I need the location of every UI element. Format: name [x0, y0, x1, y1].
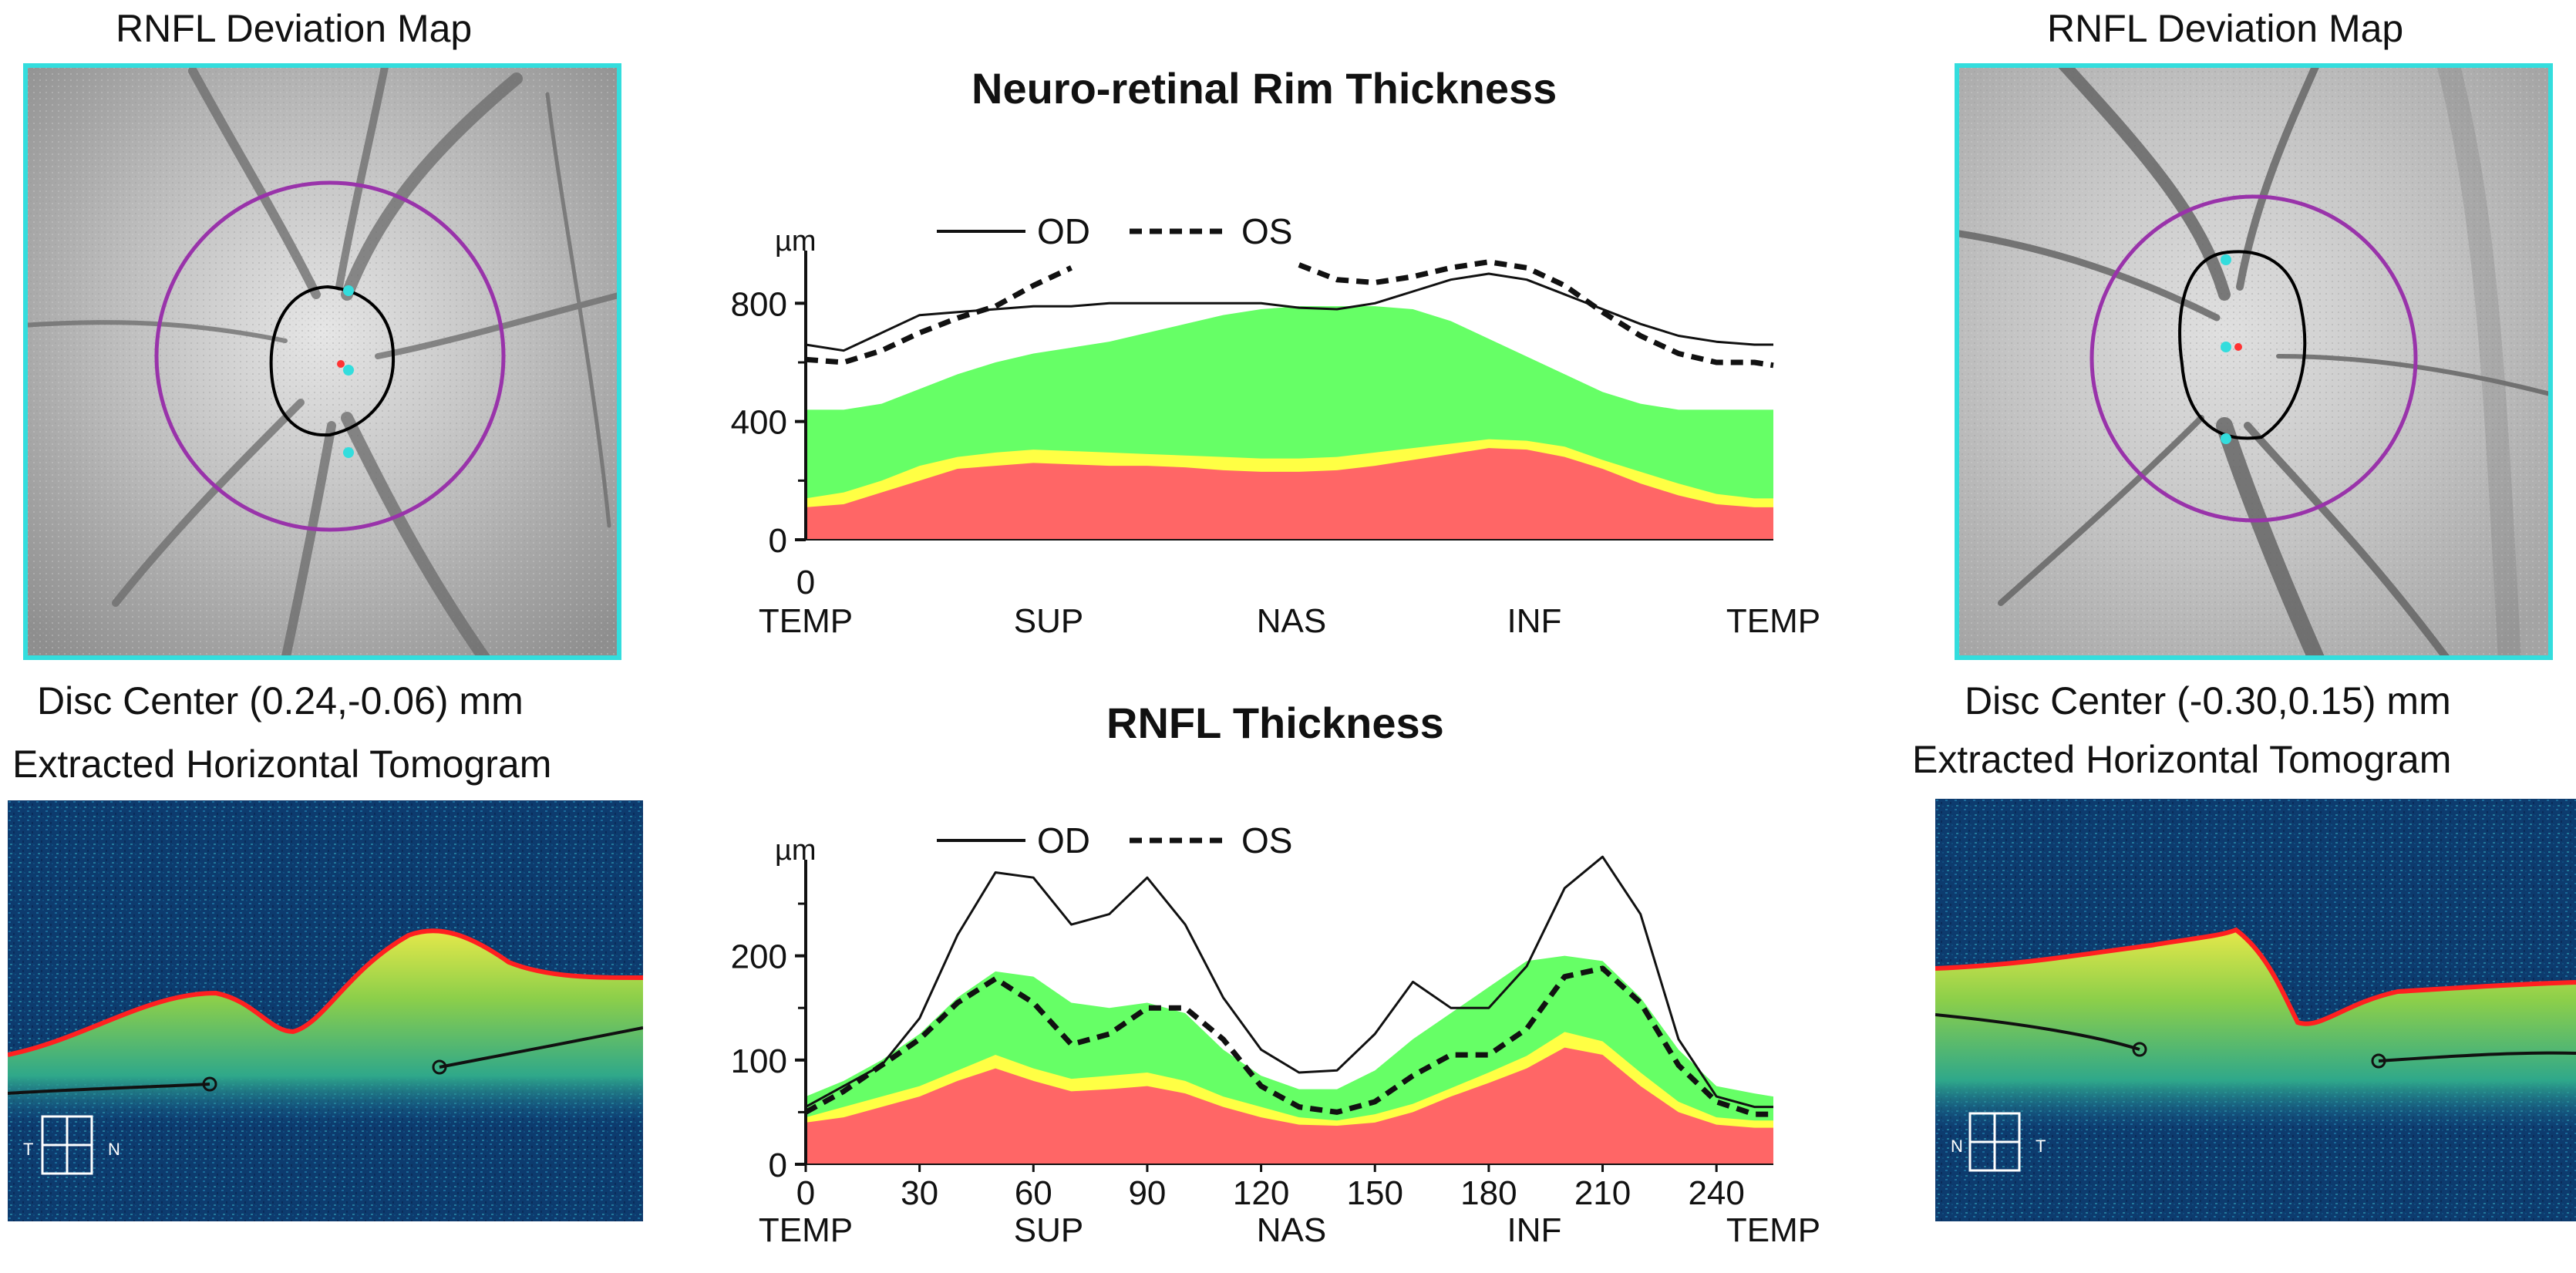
disc-marker-top [2221, 254, 2231, 265]
disc-marker-center [2221, 342, 2231, 352]
x-tick-label: 120 [1233, 1174, 1289, 1212]
orientation-box [41, 1115, 93, 1175]
sector-label: INF [1507, 602, 1561, 640]
x-tick-label: 30 [901, 1174, 938, 1212]
sector-label: TEMP [1726, 1211, 1820, 1249]
retinal-layers [1935, 930, 2576, 1130]
legend-od-label: OD [1037, 820, 1090, 860]
measurement-circle [154, 180, 506, 532]
ilm-boundary [1935, 927, 2576, 1026]
y-unit-label: µm [775, 225, 817, 258]
orientation-label-1: N [1951, 1137, 1963, 1156]
disc-marker-red [337, 360, 345, 368]
disc-marker-red [2234, 343, 2242, 351]
retinal-vessels [23, 63, 621, 660]
disc-marker-top [343, 285, 354, 296]
left-tomogram-title: Extracted Horizontal Tomogram [12, 743, 552, 786]
sector-label: SUP [1014, 1211, 1083, 1249]
y-tick-label: 0 [769, 1147, 787, 1184]
y-tick-label: 400 [731, 404, 787, 442]
series-line-od [805, 855, 1773, 1109]
disc-marker-bottom [343, 447, 354, 458]
x-tick-label: 90 [1128, 1174, 1166, 1212]
orientation-label-2: T [2036, 1137, 2046, 1156]
y-tick-label: 800 [731, 285, 787, 323]
left-disc-center: Disc Center (0.24,-0.06) mm [37, 679, 524, 722]
x-tick-label: 210 [1574, 1174, 1631, 1212]
y-tick-label: 200 [731, 938, 787, 976]
x-tick-label: 150 [1347, 1174, 1403, 1212]
x-tick-label: 60 [1015, 1174, 1052, 1212]
series-line-os [804, 965, 1773, 1117]
abnormal-band [806, 448, 1773, 540]
legend-os-label: OS [1241, 211, 1292, 251]
right-tomogram-title: Extracted Horizontal Tomogram [1912, 738, 2452, 781]
sector-label: TEMP [759, 1211, 853, 1249]
legend-od-label: OD [1037, 211, 1090, 251]
retinal-layers [8, 931, 643, 1124]
left-tomogram-image: T N [8, 800, 643, 1221]
rpe-line-left [1935, 1013, 2140, 1051]
retinal-vessels [1955, 63, 2553, 660]
sector-label: TEMP [1726, 602, 1820, 640]
ilm-boundary [8, 928, 643, 1057]
rnfl-chart-title: RNFL Thickness [1106, 699, 1444, 747]
y-tick-label: 0 [769, 522, 787, 560]
series-line-os [1298, 259, 1774, 369]
map-frame [23, 63, 621, 660]
right-map-title: RNFL Deviation Map [2047, 7, 2404, 50]
sector-label: SUP [1014, 602, 1083, 640]
abnormal-band [806, 1047, 1773, 1164]
measurement-circle [2089, 194, 2418, 523]
legend-os-label: OS [1241, 820, 1292, 860]
disc-contour [2178, 250, 2307, 440]
x-tick-label: 180 [1460, 1174, 1517, 1212]
x-tick-label: 240 [1688, 1174, 1744, 1212]
left-map-title: RNFL Deviation Map [116, 7, 473, 50]
orientation-box [1968, 1112, 2021, 1172]
rpe-line-right [2378, 1051, 2576, 1063]
x-tick-label: 0 [796, 564, 815, 601]
right-fundus-image [1955, 63, 2553, 660]
x-tick-label: 0 [796, 1174, 815, 1212]
right-disc-center: Disc Center (-0.30,0.15) mm [1965, 679, 2451, 722]
rpe-line-left [8, 1083, 210, 1095]
right-tomogram-image: N T [1935, 799, 2576, 1221]
y-tick-label: 100 [731, 1042, 787, 1080]
orientation-label-1: T [23, 1140, 33, 1159]
map-frame [1955, 63, 2553, 660]
rim-chart-title: Neuro-retinal Rim Thickness [971, 64, 1557, 113]
orientation-label-2: N [108, 1140, 120, 1159]
sector-label: NAS [1257, 602, 1326, 640]
disc-marker-center [343, 365, 354, 376]
rpe-line-right [439, 1026, 643, 1069]
left-fundus-image [23, 63, 621, 660]
sector-label: NAS [1257, 1211, 1326, 1249]
series-line-os [805, 265, 1072, 365]
sector-label: INF [1507, 1211, 1561, 1249]
sector-label: TEMP [759, 602, 853, 640]
disc-marker-bottom [2221, 433, 2231, 444]
series-line-od [805, 272, 1773, 352]
disc-contour [269, 285, 396, 437]
y-unit-label: µm [775, 834, 817, 867]
